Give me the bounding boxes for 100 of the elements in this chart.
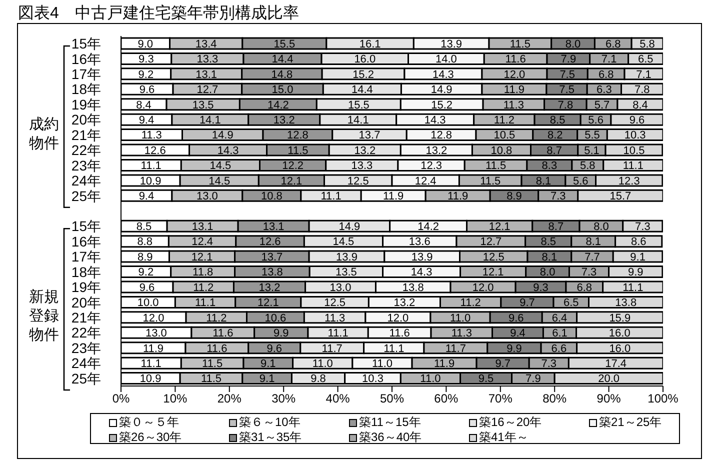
data-label: 11.6	[206, 342, 228, 355]
data-label: 12.6	[144, 144, 166, 157]
data-label: 13.7	[358, 130, 380, 142]
data-label: 13.4	[195, 38, 217, 50]
data-label: 11.3	[451, 328, 472, 340]
data-label: 6.5	[563, 297, 579, 310]
x-tick-label: 90%	[596, 392, 622, 406]
data-label: 12.7	[480, 236, 502, 248]
data-label: 14.4	[351, 84, 373, 96]
data-label: 12.8	[430, 130, 452, 142]
y-tick-label: 17年	[71, 248, 101, 265]
data-label: 13.8	[615, 297, 637, 310]
data-label: 9.5	[478, 373, 494, 386]
y-tick-label: 15年	[71, 218, 101, 234]
data-label: 12.3	[420, 160, 442, 172]
data-label: 15.2	[431, 99, 453, 112]
data-label: 9.6	[266, 342, 282, 355]
data-label: 17.4	[605, 358, 627, 370]
data-label: 9.9	[274, 328, 289, 340]
data-label: 11.1	[140, 358, 162, 370]
y-tick-label: 20年	[71, 112, 101, 128]
data-label: 8.1	[542, 251, 558, 264]
data-label: 13.3	[196, 54, 218, 66]
data-label: 6.6	[551, 342, 567, 355]
data-label: 11.1	[320, 190, 342, 203]
data-label: 9.1	[260, 358, 276, 370]
data-label: 13.1	[196, 68, 218, 81]
data-label: 12.0	[504, 68, 526, 81]
x-tick-label: 60%	[434, 392, 459, 406]
data-label: 8.5	[136, 221, 152, 234]
y-tick-label: 15年	[71, 36, 101, 52]
data-label: 5.8	[580, 160, 596, 172]
data-label: 8.1	[586, 236, 601, 248]
data-label: 6.4	[552, 312, 568, 324]
legend-label: 築16～20年	[479, 414, 542, 431]
y-tick-label: 22年	[71, 142, 101, 158]
data-label: 7.3	[635, 221, 650, 234]
data-label: 8.2	[547, 130, 563, 142]
text: 新規登録物件	[29, 288, 59, 344]
data-label: 8.5	[540, 236, 556, 248]
data-label: 7.1	[601, 54, 617, 66]
y-tick-label: 20年	[71, 294, 101, 310]
y-tick-label: 16年	[71, 233, 101, 250]
data-label: 8.0	[594, 221, 609, 234]
data-label: 12.0	[387, 312, 409, 324]
data-label: 13.9	[440, 38, 462, 50]
data-label: 11.6	[212, 328, 234, 340]
data-label: 14.5	[208, 175, 230, 188]
data-label: 14.1	[199, 114, 221, 126]
data-label: 12.1	[488, 221, 510, 234]
data-label: 11.3	[141, 130, 162, 142]
data-label: 5.5	[584, 130, 600, 142]
y-tick-label: 18年	[71, 81, 101, 98]
data-label: 13.1	[192, 221, 214, 234]
legend-label: 築０～５年	[119, 414, 179, 431]
data-label: 14.3	[217, 144, 239, 157]
legend-label: 築36～40年	[359, 429, 422, 446]
data-label: 7.8	[634, 84, 650, 96]
data-label: 9.4	[510, 328, 526, 340]
y-tick-label: 24年	[71, 355, 101, 372]
y-tick-label: 23年	[71, 157, 101, 174]
x-tick-label: 10%	[163, 392, 188, 406]
x-tick-label: 50%	[380, 392, 404, 406]
data-label: 9.9	[628, 266, 644, 279]
data-label: 11.8	[192, 266, 214, 279]
data-label: 7.3	[550, 190, 566, 203]
data-label: 14.8	[271, 68, 293, 81]
data-label: 11.9	[504, 84, 525, 96]
data-label: 13.2	[258, 282, 280, 294]
data-label: 12.1	[280, 175, 302, 188]
data-label: 14.3	[424, 114, 446, 126]
data-label: 9.0	[138, 38, 154, 50]
data-label: 8.8	[137, 236, 152, 248]
data-label: 9.2	[138, 266, 154, 279]
data-label: 14.9	[212, 130, 234, 142]
data-label: 14.9	[430, 84, 452, 96]
data-label: 5.7	[594, 99, 610, 112]
data-label: 13.9	[411, 251, 433, 264]
data-label: 15.7	[610, 190, 632, 203]
data-label: 9.6	[508, 312, 524, 324]
data-label: 11.1	[384, 342, 404, 355]
data-label: 9.1	[630, 251, 646, 264]
data-label: 8.3	[542, 160, 558, 172]
data-label: 13.6	[408, 236, 430, 248]
data-label: 9.6	[629, 114, 645, 126]
data-label: 11.0	[372, 358, 393, 370]
y-tick-label: 22年	[71, 324, 101, 341]
data-label: 9.6	[139, 282, 155, 294]
data-label: 8.7	[546, 144, 562, 157]
x-tick-label: 0%	[112, 392, 130, 406]
data-label: 7.8	[558, 99, 574, 112]
data-label: 9.7	[495, 358, 510, 370]
data-label: 9.4	[138, 190, 154, 203]
data-label: 11.9	[383, 190, 404, 203]
data-label: 13.0	[196, 190, 218, 203]
data-label: 11.5	[288, 144, 308, 157]
y-tick-label: 19年	[71, 279, 101, 296]
text: 成約物件	[29, 116, 59, 152]
data-label: 14.2	[418, 221, 440, 234]
data-label: 6.8	[576, 282, 592, 294]
